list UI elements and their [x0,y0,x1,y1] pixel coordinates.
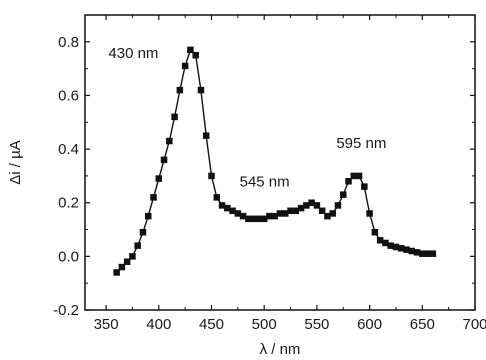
data-point [303,202,310,209]
x-axis-label: λ / nm [260,341,301,358]
data-point [166,137,173,145]
data-point [419,250,426,257]
data-point [308,199,315,206]
data-point [355,172,363,180]
data-point [324,212,331,220]
peak-label: 545 nm [240,174,290,191]
axis-tick-labels: 350 400 450 500 550 600 650 700 -0.2 0.0 0.2 0.4 0.6… [53,34,486,333]
data-point [202,132,210,139]
data-point [350,172,358,180]
data-point [171,113,178,121]
data-point [329,210,336,217]
data-point [245,215,252,223]
data-point [339,191,347,198]
series-markers [113,46,437,276]
peak-label: 430 nm [108,45,158,62]
data-point [123,258,131,265]
x-tick-label: 350 [94,316,119,333]
data-point [334,202,342,209]
data-point [134,242,141,249]
y-tick-label: 0.4 [58,141,79,158]
data-point [371,228,379,236]
data-point [292,207,300,215]
data-point [218,202,226,209]
data-point [176,86,184,94]
data-point [271,212,278,220]
plot-area-border [84,14,476,311]
x-tick-label: 400 [146,316,171,333]
data-point [155,175,163,182]
data-point [250,215,257,223]
y-tick-label: 0.8 [58,34,79,51]
data-point [239,212,247,220]
data-point [255,215,263,223]
data-point [192,51,199,59]
data-point [366,210,373,217]
data-point [282,210,289,217]
y-axis-label: Δi / µA [7,140,24,185]
y-tick-label: 0.6 [58,87,79,104]
data-point [160,156,168,164]
data-point [208,172,215,180]
x-tick-label: 700 [462,316,486,333]
data-point [403,246,410,253]
data-point [318,207,326,215]
data-point [376,237,384,244]
x-tick-label: 600 [357,316,382,333]
data-point [276,210,284,217]
data-point [224,204,231,212]
data-point [382,239,389,247]
data-point [144,212,152,220]
axis-ticks [85,14,476,311]
peak-label: 595 nm [336,135,386,152]
data-point [113,269,120,276]
y-tick-label: 0.0 [58,248,79,265]
data-point [345,178,352,185]
data-point [297,204,305,212]
data-point [287,207,294,215]
data-point [150,194,157,201]
data-point [234,210,242,217]
data-point [266,212,273,220]
data-point [313,202,321,209]
data-point [361,183,368,190]
data-point [413,249,421,256]
data-point [213,194,221,201]
data-point [197,86,205,94]
x-tick-label: 650 [410,316,435,333]
data-point [408,247,416,255]
data-point [424,250,431,257]
y-tick-label: 0.2 [58,195,79,212]
x-tick-label: 550 [304,316,329,333]
data-point [139,228,147,236]
plot-frame [84,14,476,311]
x-tick-label: 500 [252,316,277,333]
data-point [429,250,437,257]
y-tick-label: -0.2 [53,302,79,319]
data-point [260,215,268,223]
data-point [397,245,405,252]
data-point [392,243,400,251]
data-point [118,263,126,271]
peak-annotations: 430 nm 545 nm 595 nm [108,45,386,191]
data-point [181,62,189,70]
x-tick-label: 450 [199,316,224,333]
data-point [387,242,394,249]
data-point [187,46,194,54]
data-point [229,207,236,215]
data-point [129,253,136,260]
